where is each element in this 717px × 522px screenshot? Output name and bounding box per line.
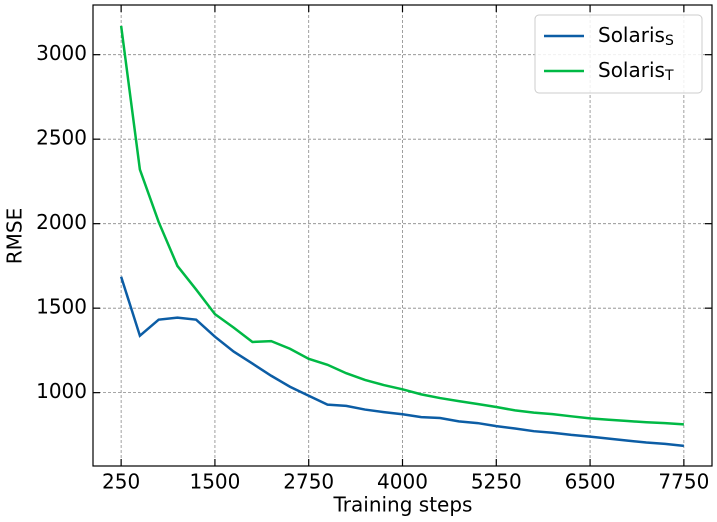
legend-box	[534, 14, 703, 94]
y-axis-label: RMSE	[3, 208, 27, 264]
legend-label: SolarisT	[598, 58, 674, 85]
y-tick-label: 1000	[36, 379, 87, 403]
legend-subscript: S	[665, 33, 674, 49]
data-line	[119, 25, 684, 426]
x-tick-label: 7750	[658, 470, 709, 494]
legend-name: Solaris	[598, 23, 665, 47]
x-tick-label: 1500	[189, 470, 240, 494]
legend-name: Solaris	[598, 58, 665, 82]
x-axis-label: Training steps	[333, 493, 473, 517]
y-tick-label: 2000	[36, 210, 87, 234]
x-tick-label: 5250	[471, 470, 522, 494]
y-tick-label: 1500	[36, 295, 87, 319]
legend-label: SolarisS	[598, 23, 674, 50]
plot-frame	[92, 4, 713, 467]
x-tick-label: 250	[102, 470, 140, 494]
data-line	[119, 276, 684, 448]
x-tick-label: 2750	[283, 470, 334, 494]
legend-subscript: T	[664, 68, 674, 84]
y-tick-label: 2500	[36, 126, 87, 150]
x-tick-label: 6500	[565, 470, 616, 494]
x-tick-label: 4000	[377, 470, 428, 494]
y-tick-label: 3000	[36, 41, 87, 65]
